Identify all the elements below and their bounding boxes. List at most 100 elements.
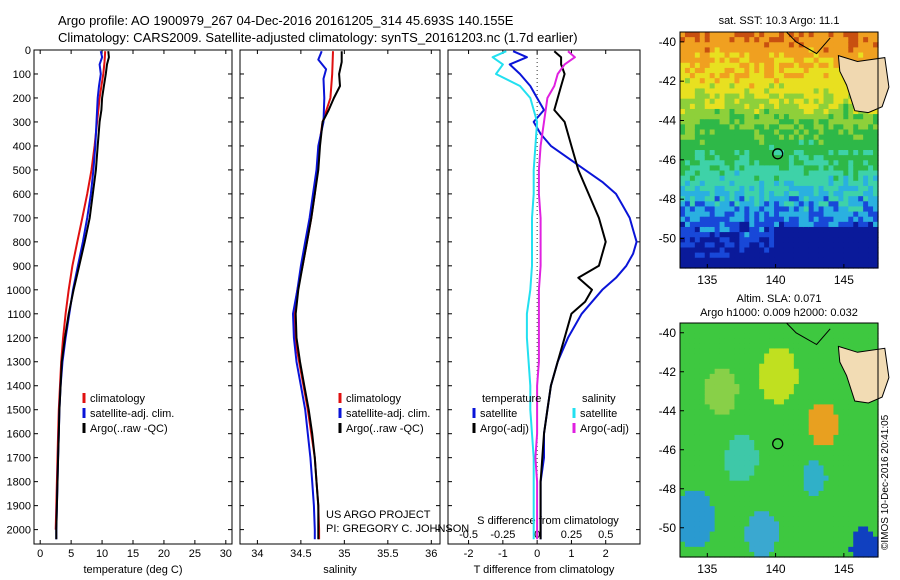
map-cell (858, 196, 864, 202)
map-cell (694, 429, 701, 436)
map-cell (714, 419, 721, 426)
map-cell (803, 485, 810, 492)
map-cell (694, 480, 701, 487)
map-cell (759, 226, 765, 233)
map-cell (823, 384, 830, 390)
map-cell (734, 475, 740, 482)
map-cell (684, 399, 691, 405)
map-cell (803, 465, 810, 472)
map-cell (729, 221, 736, 228)
map-cell (868, 155, 874, 161)
y-tick-label: 1700 (7, 453, 31, 465)
map-cell (719, 526, 726, 533)
map-cell (689, 73, 696, 79)
map-cell (788, 247, 795, 254)
map-cell (699, 108, 706, 115)
map-cell (699, 490, 706, 497)
map-cell (744, 78, 750, 84)
map-cell (813, 343, 820, 350)
map-cell (843, 424, 849, 431)
map-cell (689, 108, 696, 115)
x-tick-label: 25 (189, 548, 201, 560)
map-cell (759, 216, 765, 223)
map-cell (734, 541, 740, 548)
map-cell (828, 333, 835, 339)
map-cell (774, 384, 780, 390)
map-cell (818, 129, 825, 136)
map-cell (863, 216, 869, 223)
map-cell (828, 32, 835, 38)
map-cell (818, 175, 825, 182)
map-cell (724, 363, 731, 370)
map-cell (699, 129, 706, 136)
map-cell (729, 226, 736, 233)
map-cell (788, 165, 795, 172)
map-cell (833, 139, 839, 146)
map-cell (793, 465, 800, 472)
map-cell (739, 144, 745, 151)
map-cell (853, 348, 859, 355)
map-cell (779, 257, 785, 264)
map-cell (868, 247, 874, 254)
map-cell (848, 134, 854, 141)
map-cell (739, 368, 745, 375)
map-cell (694, 516, 701, 522)
map-cell (749, 57, 755, 64)
map-cell (808, 511, 815, 517)
map-cell (808, 262, 815, 269)
map-cell (843, 328, 849, 334)
map-cell (793, 541, 800, 548)
map-cell (843, 237, 849, 243)
x-axis-label: temperature (deg C) (83, 564, 182, 576)
map-cell (744, 257, 750, 264)
map-cell (744, 429, 750, 436)
map-cell (848, 160, 854, 166)
map-cell (868, 470, 874, 477)
map-cell (689, 373, 696, 380)
map-cell (838, 103, 844, 110)
map-cell (853, 399, 859, 405)
map-cell (769, 460, 775, 467)
map-cell (769, 247, 775, 254)
map-cell (764, 389, 770, 395)
map-cell (729, 511, 736, 517)
map-cell (749, 546, 755, 553)
map-cell (793, 445, 800, 451)
map-cell (858, 501, 864, 507)
map-cell (838, 191, 844, 197)
map-cell (793, 160, 800, 166)
map-cell (858, 155, 864, 161)
map-cell (759, 247, 765, 254)
map-cell (783, 211, 790, 218)
map-cell (724, 185, 731, 192)
map-cell (863, 323, 869, 329)
map-cell (783, 237, 790, 243)
map-cell (739, 353, 745, 360)
map-cell (754, 394, 760, 400)
map-cell (798, 343, 805, 350)
map-cell (744, 247, 750, 254)
map-cell (818, 144, 825, 151)
map-cell (704, 37, 711, 43)
map-cell (813, 98, 820, 105)
map-cell (798, 373, 805, 380)
map-cell (788, 546, 795, 553)
map-cell (699, 470, 706, 477)
map-cell (739, 424, 745, 431)
map-cell (868, 52, 874, 59)
map-cell (729, 348, 736, 355)
map-cell (779, 445, 785, 451)
map-cell (684, 247, 691, 254)
map-cell (808, 414, 815, 421)
map-cell (779, 262, 785, 269)
map-cell (739, 160, 745, 166)
map-cell (714, 37, 721, 43)
map-cell (694, 511, 701, 517)
map-cell (739, 150, 745, 156)
map-cell (699, 206, 706, 213)
map-cell (833, 83, 839, 90)
map-cell (680, 399, 686, 405)
map-cell (729, 536, 736, 543)
map-cell (808, 119, 815, 125)
map-cell (808, 124, 815, 131)
